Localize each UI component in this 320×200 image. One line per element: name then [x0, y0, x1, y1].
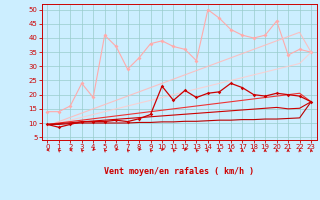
Text: Vent moyen/en rafales ( km/h ): Vent moyen/en rafales ( km/h ) — [104, 168, 254, 176]
